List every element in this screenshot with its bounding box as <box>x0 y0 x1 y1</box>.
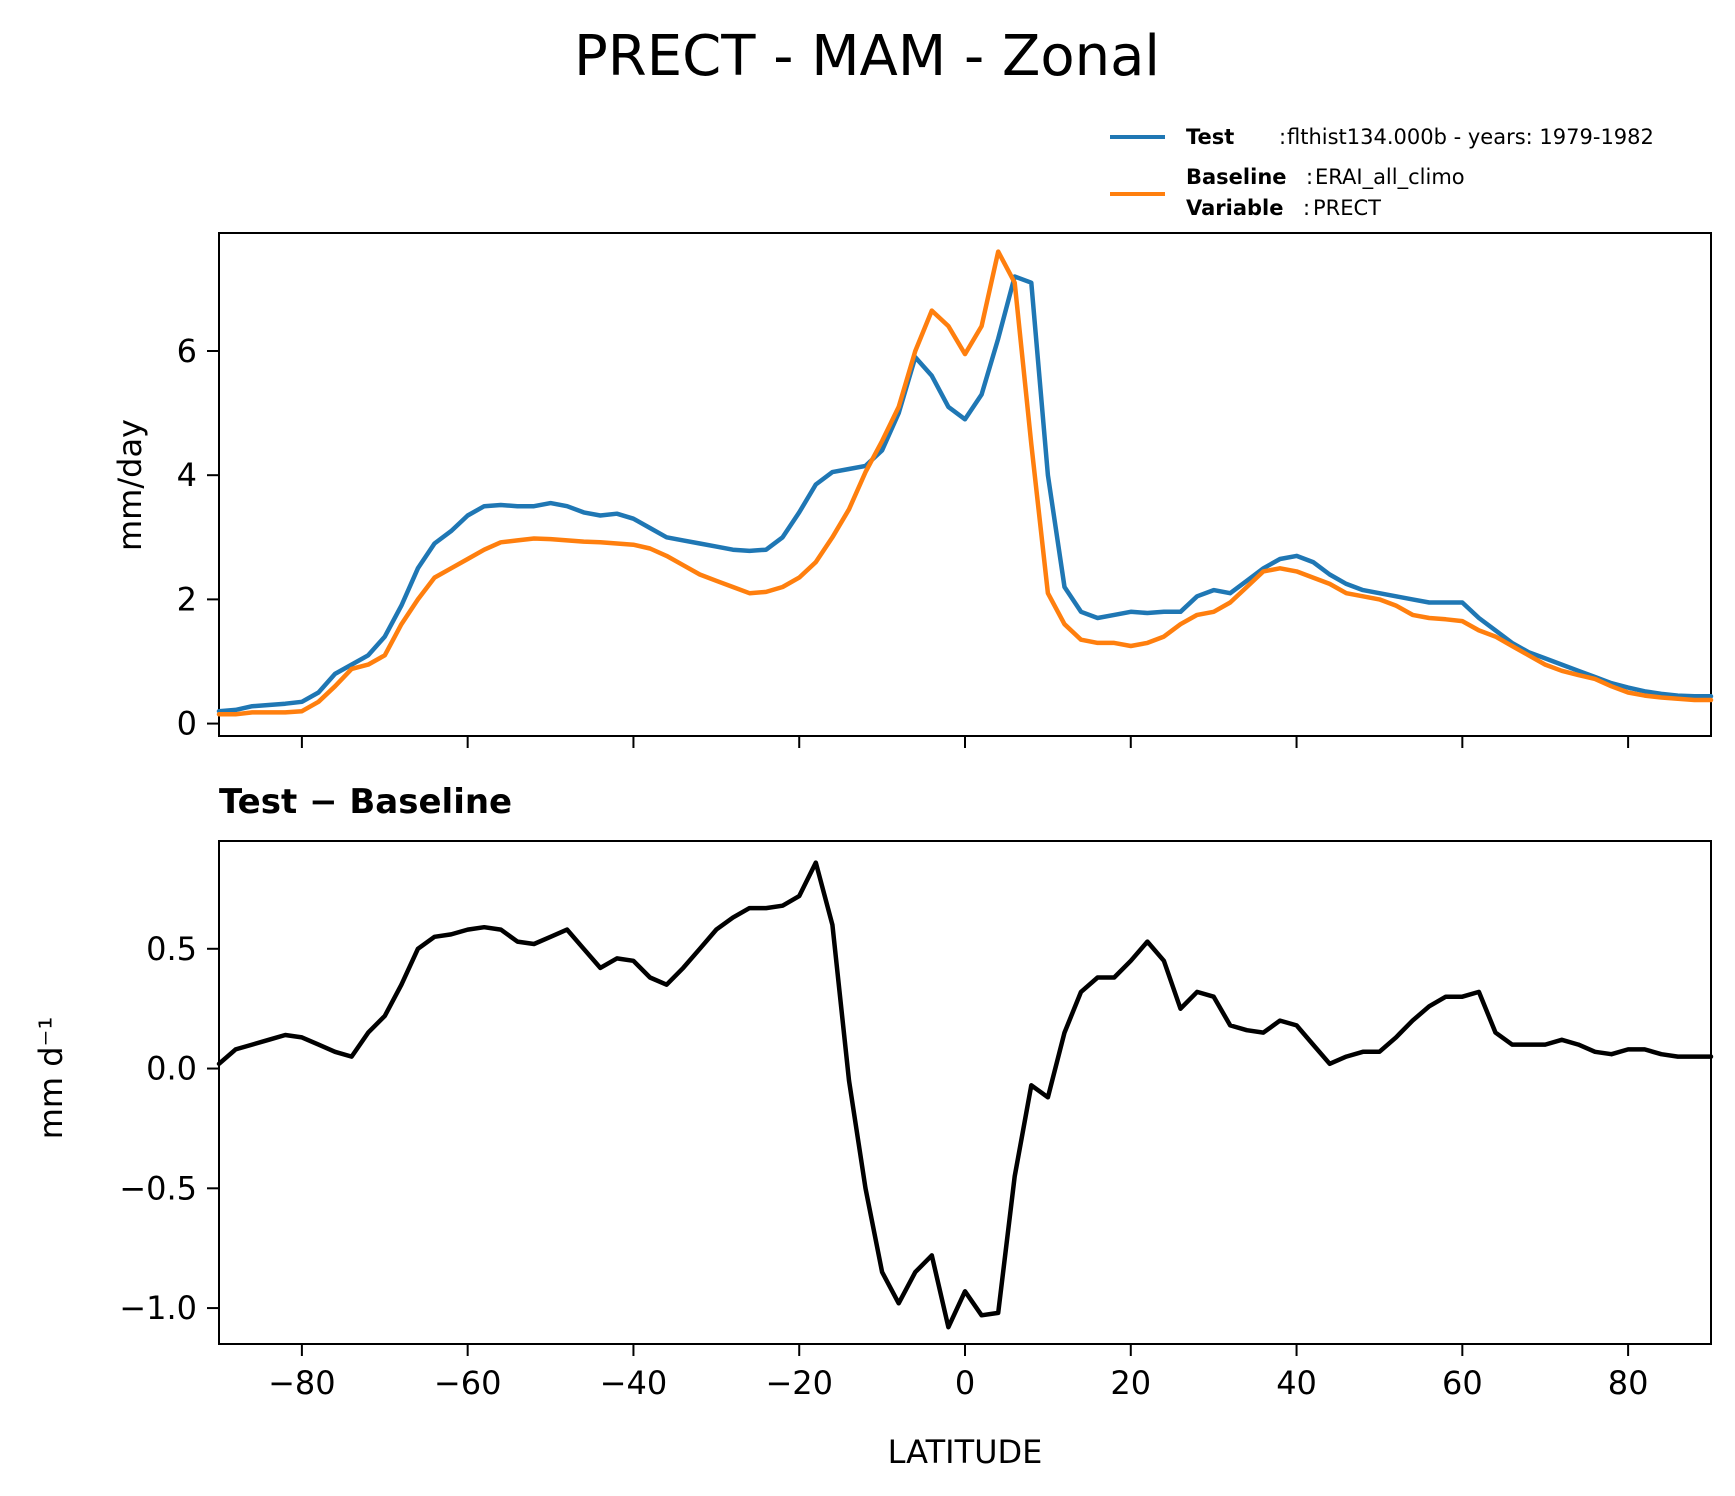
x-tick-label: −20 <box>765 1364 833 1402</box>
y-tick-label: −1.0 <box>119 1289 197 1327</box>
legend-test-key: Test <box>1186 125 1234 149</box>
legend-test-label: flthist134.000b - years: 1979-1982 <box>1287 125 1654 149</box>
bottom-xlabel: LATITUDE <box>888 1433 1043 1471</box>
legend-baseline-label: ERAI_all_climo <box>1315 165 1465 190</box>
figure-title: PRECT - MAM - Zonal <box>574 24 1160 89</box>
test-series-line <box>216 274 1714 714</box>
legend-variable-sep: : <box>1303 196 1310 220</box>
y-tick-label: 2 <box>177 580 197 618</box>
x-tick-label: −60 <box>434 1364 502 1402</box>
x-tick-label: 20 <box>1110 1364 1151 1402</box>
bottom-panel: Test − Baseline mm d⁻¹ LATITUDE −80 −60 −4… <box>32 782 1714 1471</box>
difference-series-line <box>216 860 1714 1330</box>
top-ylabel: mm/day <box>111 419 149 551</box>
y-tick-label: 0.0 <box>146 1050 197 1088</box>
x-tick-label: −40 <box>600 1364 668 1402</box>
x-tick-label: 60 <box>1442 1364 1483 1402</box>
top-plot-frame <box>218 232 1712 737</box>
legend-variable-label: PRECT <box>1313 196 1381 220</box>
y-tick-label: 0 <box>177 705 197 743</box>
legend: Test : flthist134.000b - years: 1979-198… <box>1110 125 1654 220</box>
legend-variable-key: Variable <box>1186 196 1283 220</box>
x-tick-label: −80 <box>268 1364 336 1402</box>
baseline-series-line <box>216 249 1714 717</box>
bottom-plot-frame <box>218 840 1712 1345</box>
legend-baseline-sep: : <box>1306 165 1313 189</box>
y-tick-label: 4 <box>177 456 197 494</box>
legend-test-sep: : <box>1279 125 1286 149</box>
y-tick-label: −0.5 <box>119 1169 197 1207</box>
bottom-ylabel: mm d⁻¹ <box>32 1017 70 1140</box>
y-tick-label: 6 <box>177 332 197 370</box>
x-tick-label: 0 <box>955 1364 975 1402</box>
y-tick-label: 0.5 <box>146 930 197 968</box>
legend-baseline-key: Baseline <box>1186 165 1287 189</box>
top-panel: mm/day 0 2 4 6 <box>111 232 1714 748</box>
x-tick-label: 40 <box>1276 1364 1317 1402</box>
x-tick-label: 80 <box>1608 1364 1649 1402</box>
bottom-subtitle: Test − Baseline <box>219 782 512 822</box>
